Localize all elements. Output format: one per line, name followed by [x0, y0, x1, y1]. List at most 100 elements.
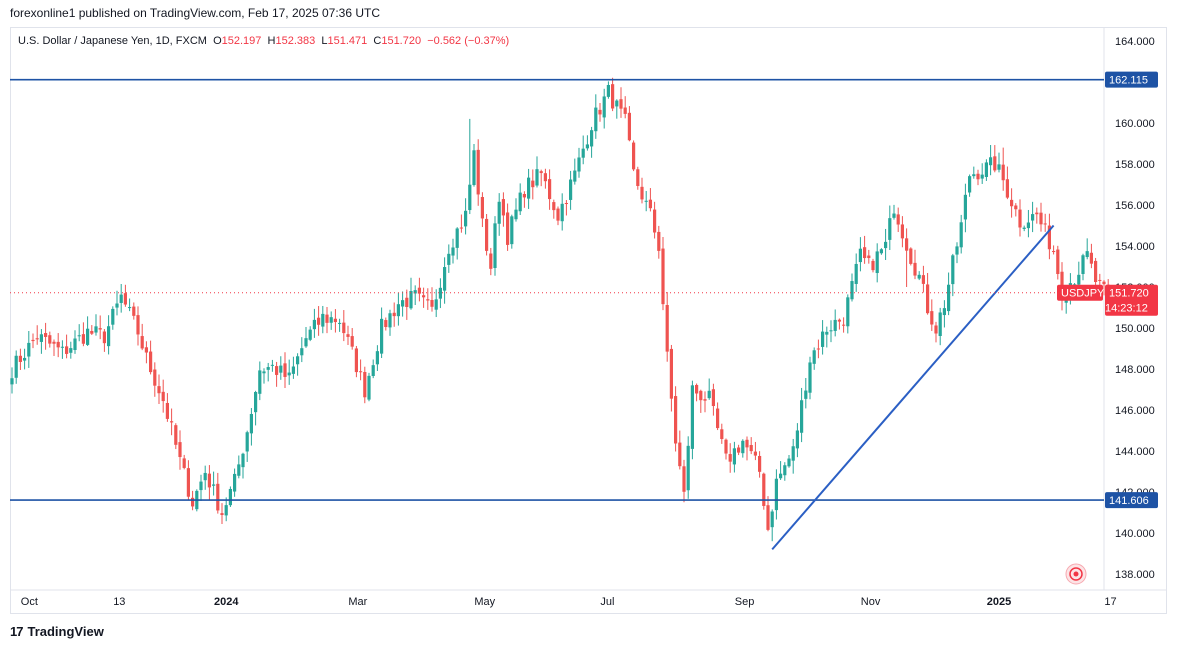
candle-body [186, 468, 190, 497]
level-price-label-bg [1105, 492, 1158, 509]
candle-body [39, 334, 43, 342]
candle-body [892, 213, 896, 218]
candle-body [653, 209, 657, 233]
candle-body [821, 331, 825, 347]
candle-body [619, 99, 623, 109]
candle-body [1077, 274, 1081, 285]
candle-body [178, 442, 182, 458]
candle-body [678, 442, 682, 467]
candle-body [522, 194, 526, 198]
candle-body [741, 440, 745, 454]
candle-body [942, 308, 946, 316]
candle-body [279, 365, 283, 373]
candle-body [569, 179, 573, 200]
candle-body [548, 179, 552, 200]
candle-body [535, 169, 539, 186]
candle-body [363, 371, 367, 398]
price-tick-label: 158.000 [1115, 159, 1155, 171]
candle-body [396, 304, 400, 317]
candle-body [552, 202, 556, 211]
candle-body [779, 473, 783, 479]
time-tick-label: 17 [1104, 596, 1116, 608]
candle-body [170, 421, 174, 423]
candle-body [917, 274, 921, 279]
candle-body [884, 241, 888, 249]
candle-body [951, 255, 955, 285]
candle-body [707, 390, 711, 399]
candle-body [438, 287, 442, 299]
candle-body [1022, 227, 1026, 229]
candle-body [493, 223, 497, 268]
candle-body [955, 246, 959, 255]
candle-body [23, 357, 27, 361]
candle-body [695, 384, 699, 394]
candle-body [989, 157, 993, 166]
candle-body [1089, 252, 1093, 264]
candle-body [968, 176, 972, 193]
candle-body [556, 208, 560, 221]
candle-body [602, 96, 606, 118]
legend-low: 151.471 [327, 35, 368, 47]
candle-body [749, 445, 753, 452]
time-tick-label: 2025 [987, 596, 1011, 608]
candle-body [308, 329, 312, 340]
price-tick-label: 164.000 [1115, 36, 1155, 48]
candle-body [388, 313, 392, 328]
candle-body [980, 174, 984, 179]
candle-body [203, 472, 207, 481]
candle-body [60, 346, 64, 348]
candle-body [317, 317, 321, 325]
price-tick-label: 156.000 [1115, 200, 1155, 212]
level-price-label: 141.606 [1109, 495, 1149, 507]
candle-body [1018, 209, 1022, 228]
candle-body [1047, 225, 1051, 250]
chart-frame[interactable] [10, 27, 1167, 614]
price-tick-label: 148.000 [1115, 364, 1155, 376]
candle-body [867, 255, 871, 259]
candle-body [783, 465, 787, 476]
candle-body [627, 112, 631, 141]
footer-brand[interactable]: 17 TradingView [10, 624, 104, 639]
candle-body [480, 197, 484, 219]
target-icon-dot [1073, 571, 1079, 577]
candle-body [472, 150, 476, 186]
candle-body [417, 287, 421, 294]
candle-body [342, 322, 346, 334]
candle-body [728, 454, 732, 462]
candle-body [258, 370, 262, 394]
candle-body [1005, 179, 1009, 198]
candle-body [451, 247, 455, 256]
target-icon-ring [1069, 567, 1083, 581]
candle-body [1010, 199, 1014, 207]
candle-body [165, 402, 169, 419]
legend-high: 152.383 [275, 35, 316, 47]
publish-line: forexonline1 published on TradingView.co… [10, 6, 381, 20]
candle-body [485, 218, 489, 251]
candle-body [237, 464, 241, 476]
candle-body [14, 355, 18, 378]
candle-body [518, 192, 522, 212]
candle-body [623, 107, 627, 114]
candle-body [174, 425, 178, 445]
candle-body [800, 400, 804, 433]
candle-body [745, 439, 749, 448]
candle-body [900, 224, 904, 239]
candle-body [375, 351, 379, 365]
candle-body [144, 347, 148, 353]
candle-body [829, 330, 833, 332]
candle-body [468, 184, 472, 211]
candle-body [926, 284, 930, 314]
candle-body [128, 307, 132, 309]
candle-body [514, 209, 518, 220]
candle-body [573, 170, 577, 182]
candle-body [825, 331, 829, 335]
candle-body [812, 350, 816, 364]
candle-body [909, 248, 913, 264]
candle-body [665, 305, 669, 352]
candle-body [661, 248, 665, 305]
candle-body [77, 335, 81, 337]
candle-body [300, 348, 304, 356]
level-price-label-bg [1105, 71, 1158, 88]
candle-body [220, 513, 224, 515]
